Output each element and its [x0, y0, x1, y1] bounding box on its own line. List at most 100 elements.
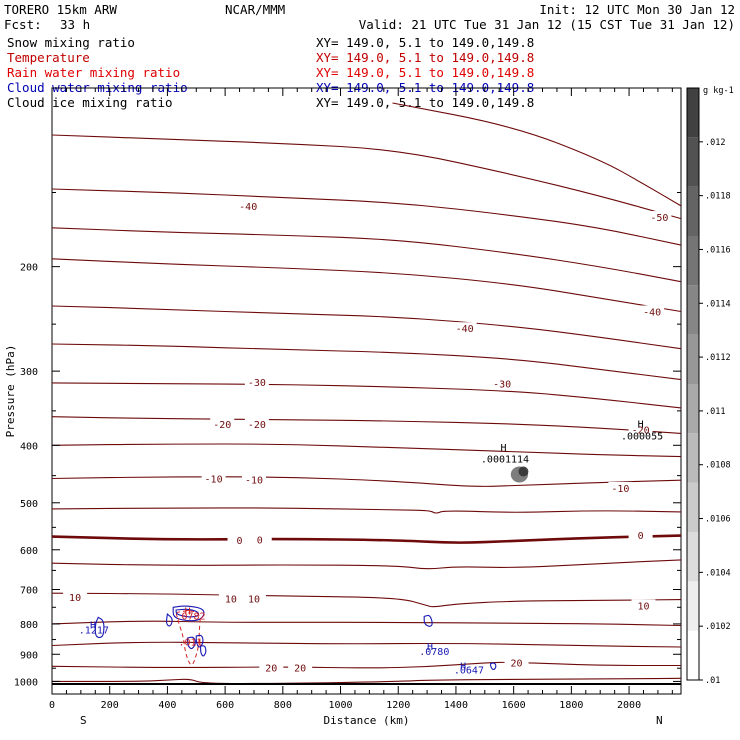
- temperature-label: 0: [237, 536, 243, 547]
- temperature-label: -20: [248, 420, 266, 431]
- colorbar-tick-label: .011: [705, 407, 725, 417]
- colorbar-segment: [687, 581, 699, 631]
- extremum-label: H: [90, 620, 96, 631]
- colorbar-segment: [687, 88, 699, 138]
- temperature-label: -20: [632, 425, 650, 436]
- cloud-water-contour: [423, 614, 433, 627]
- contour-label-bg: [227, 534, 252, 546]
- temperature-contour: [51, 188, 682, 246]
- cloud-water-contour: [172, 605, 205, 622]
- contour-label-bg: [631, 599, 656, 611]
- extremum-label: .0647: [454, 666, 484, 677]
- x-tick-label: 1600: [502, 700, 526, 711]
- temperature-contour: [51, 416, 682, 434]
- contour-label-bg: [288, 661, 313, 673]
- field-name: Snow mixing ratio: [7, 35, 135, 50]
- contour-label-bg: [241, 473, 266, 485]
- colorbar-segment: [687, 384, 699, 434]
- y-tick-label: 400: [20, 441, 38, 452]
- temperature-label: -30: [493, 380, 511, 391]
- colorbar-segment: [687, 532, 699, 582]
- extremum-label: .000055: [621, 431, 663, 442]
- temperature-contour: [51, 443, 682, 458]
- cloud-water-contour: [175, 608, 200, 618]
- temperature-contour: [51, 677, 682, 685]
- temperature-contour: [51, 641, 682, 648]
- colorbar-tick-label: .0108: [705, 461, 731, 471]
- x-axis-north-label: N: [656, 714, 663, 727]
- temperature-label: -50: [650, 213, 668, 224]
- cloud-water-contour: [94, 616, 105, 639]
- cloud-water-contour: [165, 613, 173, 627]
- extremum-label: .0001114: [481, 455, 529, 466]
- temperature-label: 10: [225, 595, 237, 606]
- y-tick-label: 200: [20, 263, 38, 274]
- temperature-contour: [51, 559, 682, 570]
- extremum-label: H: [460, 662, 466, 673]
- temperature-label: -10: [205, 474, 223, 485]
- x-axis-title: Distance (km): [323, 714, 409, 727]
- field-name: Cloud ice mixing ratio: [7, 95, 173, 110]
- y-tick-label: 600: [20, 546, 38, 557]
- contour-label-bg: [647, 211, 672, 223]
- temperature-contour: [392, 102, 682, 207]
- field-coords: XY= 149.0, 5.1 to 149.0,149.8: [316, 50, 534, 65]
- x-axis-south-label: S: [80, 714, 87, 727]
- temperature-label: 20: [511, 659, 523, 670]
- colorbar-segment: [687, 482, 699, 532]
- extremum-label: .0782: [175, 612, 205, 623]
- temperature-contour: [51, 343, 682, 381]
- colorbar-segment: [687, 137, 699, 187]
- temperature-contour: [51, 134, 682, 220]
- contour-label-bg: [504, 656, 529, 668]
- rain-water-contours: [175, 610, 201, 666]
- colorbar-segment: [687, 334, 699, 384]
- field-coords: XY= 149.0, 5.1 to 149.0,149.8: [316, 35, 534, 50]
- temperature-contour: [51, 476, 682, 487]
- temperature-label: 20: [294, 664, 306, 675]
- contour-label-bg: [259, 661, 284, 673]
- x-tick-label: 400: [158, 700, 176, 711]
- contour-label-bg: [244, 376, 269, 388]
- colorbar-tick-label: .01: [705, 676, 720, 686]
- y-axis-title: Pressure (hPa): [4, 345, 17, 438]
- colorbar-tick-label: .0104: [705, 568, 731, 578]
- temperature-contours: [51, 102, 682, 685]
- colorbar-tick-label: .0114: [705, 299, 731, 309]
- contour-label-bg: [490, 377, 515, 389]
- extremum-label: H: [427, 642, 433, 653]
- contour-label-bg: [218, 592, 243, 604]
- colorbar-tick-label: .012: [705, 138, 725, 148]
- temperature-label: -40: [456, 324, 474, 335]
- colorbar-segment: [687, 186, 699, 236]
- colorbar-tick-label: .0118: [705, 192, 731, 202]
- colorbar-frame: [686, 87, 700, 681]
- colorbar-tick-label: .0116: [705, 245, 731, 255]
- extremum-label: .011: [178, 638, 202, 649]
- temperature-label: 0: [638, 531, 644, 542]
- y-tick-label: 1000: [14, 677, 38, 688]
- y-tick-label: 800: [20, 620, 38, 631]
- cloud-water-contour: [200, 645, 207, 657]
- temperature-label: -40: [643, 307, 661, 318]
- temperature-contour: [51, 661, 681, 669]
- y-tick-label: 700: [20, 586, 38, 597]
- contour-label-bg: [201, 472, 226, 484]
- field-list: Snow mixing ratio XY= 149.0, 5.1 to 149.0…: [7, 35, 534, 110]
- extrema-annotations: H.0001114H.000055H.0782.011H.1217H.0780H…: [79, 419, 663, 676]
- field-name: Rain water mixing ratio: [7, 65, 180, 80]
- y-tick-label: 900: [20, 650, 38, 661]
- cloud-water-contours: [94, 605, 497, 671]
- model-name: TORERO 15km ARW: [4, 2, 117, 17]
- temperature-label: 10: [637, 602, 649, 613]
- contour-labels: -50 -40 -40 -40 -30 -30 -20 -20 -20 -10 -10 -10 0 0 0 1…: [63, 199, 672, 675]
- temperature-contour: [51, 305, 682, 350]
- temperature-label: 0: [257, 536, 263, 547]
- cloud-ice-shading: [510, 466, 529, 483]
- x-tick-label: 600: [216, 700, 234, 711]
- extremum-label: .0780: [419, 647, 449, 658]
- contour-label-bg: [244, 417, 269, 429]
- temperature-label: 10: [248, 595, 260, 606]
- extremum-label: .1217: [79, 625, 109, 636]
